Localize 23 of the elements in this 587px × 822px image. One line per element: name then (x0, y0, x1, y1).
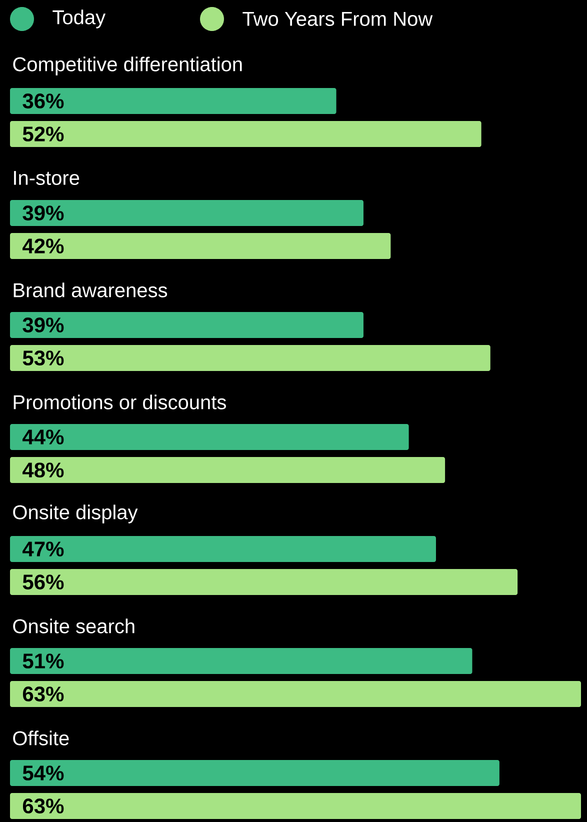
y-tick-label: Offsite (13, 730, 69, 746)
data-label: 39% (22, 318, 64, 332)
data-label: 63% (22, 686, 64, 702)
y-tick-label: Brand awareness (14, 282, 168, 298)
data-label: 54% (22, 766, 64, 780)
data-label: 52% (22, 126, 64, 142)
data-label: 42% (22, 238, 64, 254)
y-tick-label: In-store (14, 171, 80, 185)
legend-label: Two Years From Now (242, 12, 433, 26)
data-label: 51% (22, 654, 64, 668)
legend-label: Today (52, 10, 106, 28)
data-label: 47% (22, 542, 64, 556)
data-label: 44% (22, 430, 64, 444)
y-tick-label: Promotions or discounts (14, 394, 226, 410)
data-label: 63% (22, 798, 64, 814)
data-label: 56% (22, 574, 64, 590)
data-label: 36% (22, 94, 64, 108)
data-label: 48% (22, 462, 64, 478)
data-label: 39% (22, 206, 64, 220)
y-tick-label: Onsite search (13, 618, 134, 634)
data-label: 53% (22, 350, 64, 366)
y-tick-label: Competitive differentiation (13, 56, 242, 76)
y-tick-label: Onsite display (13, 504, 138, 524)
